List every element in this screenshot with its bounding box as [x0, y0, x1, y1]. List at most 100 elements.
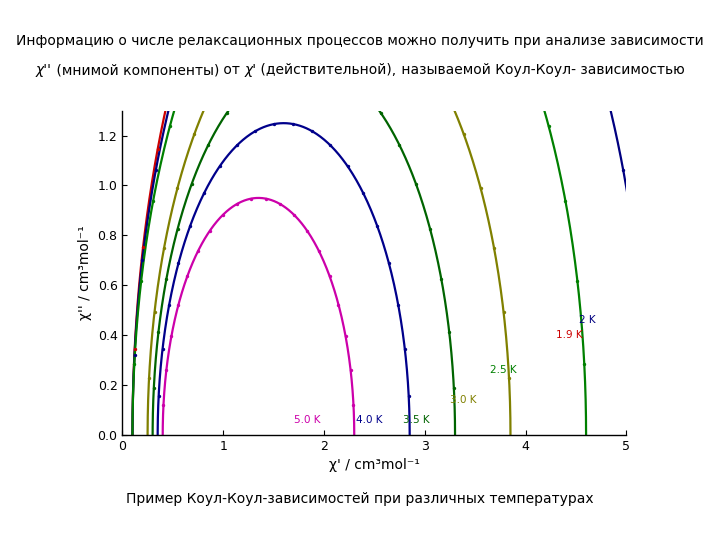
Point — [256, 14, 267, 23]
Point — [345, 366, 356, 374]
Point — [209, 83, 220, 91]
Text: 2.5 K: 2.5 K — [490, 365, 517, 375]
Point — [475, 184, 487, 192]
Text: χ'': χ'' — [36, 63, 52, 77]
Point — [325, 141, 336, 150]
Point — [161, 274, 172, 283]
Point — [274, 200, 286, 208]
Point — [135, 276, 147, 285]
Point — [348, 401, 359, 409]
Point — [149, 307, 161, 316]
Point — [242, 83, 253, 92]
Point — [399, 345, 410, 354]
Point — [166, 332, 177, 340]
Point — [158, 244, 170, 252]
Point — [448, 383, 459, 392]
Point — [636, 53, 647, 62]
Point — [342, 162, 354, 171]
Point — [173, 300, 184, 309]
Point — [148, 383, 160, 392]
Point — [161, 366, 172, 374]
Point — [391, 14, 402, 23]
Point — [269, 120, 280, 129]
Point — [231, 141, 243, 150]
Text: 5.0 K: 5.0 K — [294, 415, 320, 425]
Point — [181, 272, 193, 280]
Text: Информацию о числе релаксационных процессов можно получить при анализе зависимос: Информацию о числе релаксационных процес… — [16, 33, 704, 48]
X-axis label: χ' / cm³mol⁻¹: χ' / cm³mol⁻¹ — [329, 458, 420, 472]
Point — [392, 301, 404, 309]
Point — [217, 211, 229, 219]
Point — [192, 247, 204, 255]
Point — [137, 256, 148, 265]
Point — [163, 301, 175, 309]
Point — [503, 374, 515, 383]
Point — [497, 0, 508, 4]
Point — [169, 81, 181, 90]
Point — [204, 226, 215, 235]
Point — [383, 259, 395, 268]
Text: 1.9 K: 1.9 K — [556, 330, 582, 340]
Point — [246, 194, 257, 203]
Point — [164, 122, 176, 131]
Text: 3.0 K: 3.0 K — [450, 395, 477, 405]
Point — [148, 197, 159, 205]
Point — [498, 307, 509, 316]
Point — [324, 272, 336, 280]
Point — [287, 120, 299, 129]
Text: (мнимой компоненты): (мнимой компоненты) — [52, 63, 219, 77]
Point — [282, 0, 294, 2]
Text: 4.0 K: 4.0 K — [356, 415, 383, 425]
Point — [639, 350, 650, 359]
Point — [152, 145, 163, 153]
Point — [221, 109, 233, 117]
Point — [358, 189, 369, 198]
Point — [522, 55, 534, 63]
Point — [436, 274, 447, 283]
Point — [153, 328, 164, 336]
Point — [364, 0, 376, 2]
Point — [189, 130, 200, 138]
Point — [287, 58, 298, 66]
Point — [172, 225, 184, 233]
Text: Пример Коул-Коул-зависимостей при различных температурах: Пример Коул-Коул-зависимостей при различ… — [126, 492, 594, 507]
Point — [128, 360, 140, 369]
Point — [415, 44, 427, 52]
Point — [559, 197, 571, 205]
Point — [260, 194, 271, 203]
Point — [231, 44, 243, 52]
Point — [598, 81, 610, 90]
Point — [307, 127, 318, 136]
Point — [310, 58, 321, 66]
Point — [579, 360, 590, 369]
Point — [231, 200, 243, 208]
Point — [372, 221, 383, 230]
Point — [410, 180, 422, 188]
Point — [631, 256, 642, 265]
Point — [444, 328, 455, 336]
Point — [424, 225, 436, 233]
Point — [214, 162, 225, 171]
Point — [354, 83, 366, 92]
Point — [375, 109, 387, 117]
Point — [288, 211, 300, 219]
Point — [193, 5, 204, 14]
Point — [340, 332, 351, 340]
Point — [129, 350, 140, 359]
Point — [143, 374, 155, 383]
Point — [157, 345, 168, 354]
Point — [438, 83, 449, 91]
Point — [202, 141, 214, 150]
Text: χ': χ' — [244, 63, 256, 77]
Point — [458, 130, 469, 138]
Point — [575, 5, 586, 14]
Point — [572, 276, 583, 285]
Point — [198, 189, 210, 198]
Point — [129, 345, 140, 353]
Point — [185, 55, 197, 63]
Point — [186, 180, 197, 188]
Text: от: от — [219, 63, 244, 77]
Y-axis label: χ'' / cm³mol⁻¹: χ'' / cm³mol⁻¹ — [78, 225, 92, 320]
Point — [153, 392, 164, 400]
Point — [138, 242, 149, 251]
